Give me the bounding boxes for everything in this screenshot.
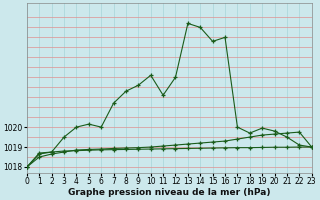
- X-axis label: Graphe pression niveau de la mer (hPa): Graphe pression niveau de la mer (hPa): [68, 188, 270, 197]
